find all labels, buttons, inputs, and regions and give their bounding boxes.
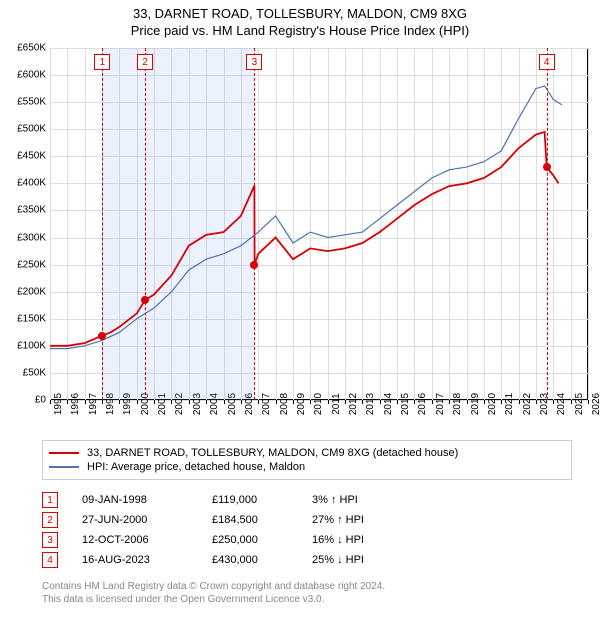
sale-date: 12-OCT-2006 <box>82 534 212 546</box>
x-tick-mark <box>154 400 155 404</box>
event-marker-box: 2 <box>137 54 153 70</box>
x-tick-mark <box>588 400 589 404</box>
x-tick-mark <box>345 400 346 404</box>
y-axis-label: £150K <box>17 313 46 324</box>
chart-lines-svg <box>50 48 588 400</box>
x-tick-mark <box>484 400 485 404</box>
sale-pct: 25% ↓ HPI <box>312 554 412 566</box>
y-axis-label: £600K <box>17 70 46 81</box>
gridline-v <box>588 48 589 400</box>
x-tick-mark <box>276 400 277 404</box>
x-tick-mark <box>519 400 520 404</box>
legend-swatch-property <box>49 452 79 454</box>
sale-point-dot <box>543 163 551 171</box>
x-tick-mark <box>467 400 468 404</box>
y-axis-label: £100K <box>17 340 46 351</box>
legend-label-property: 33, DARNET ROAD, TOLLESBURY, MALDON, CM9… <box>87 447 458 459</box>
x-tick-mark <box>432 400 433 404</box>
legend-box: 33, DARNET ROAD, TOLLESBURY, MALDON, CM9… <box>42 440 572 480</box>
x-tick-mark <box>67 400 68 404</box>
legend-item-hpi: HPI: Average price, detached house, Mald… <box>49 461 565 473</box>
x-tick-mark <box>171 400 172 404</box>
legend-swatch-hpi <box>49 466 79 468</box>
event-marker-box: 1 <box>94 54 110 70</box>
y-axis-label: £300K <box>17 232 46 243</box>
sale-date: 27-JUN-2000 <box>82 514 212 526</box>
sale-pct: 27% ↑ HPI <box>312 514 412 526</box>
x-tick-mark <box>571 400 572 404</box>
y-axis-label: £500K <box>17 124 46 135</box>
x-tick-mark <box>189 400 190 404</box>
x-tick-mark <box>310 400 311 404</box>
y-axis-label: £400K <box>17 178 46 189</box>
sale-row: 4 16-AUG-2023£430,00025% ↓ HPI <box>42 550 412 570</box>
sale-point-dot <box>98 332 106 340</box>
x-tick-mark <box>102 400 103 404</box>
x-tick-mark <box>224 400 225 404</box>
chart-title: 33, DARNET ROAD, TOLLESBURY, MALDON, CM9… <box>0 0 600 38</box>
x-tick-mark <box>501 400 502 404</box>
sale-marker: 3 <box>42 532 58 548</box>
x-tick-mark <box>328 400 329 404</box>
sale-pct: 16% ↓ HPI <box>312 534 412 546</box>
x-axis-label: 2026 <box>591 393 600 415</box>
x-tick-mark <box>397 400 398 404</box>
x-tick-mark <box>119 400 120 404</box>
y-axis-label: £450K <box>17 151 46 162</box>
footer-attribution: Contains HM Land Registry data © Crown c… <box>42 580 385 606</box>
y-axis-label: £550K <box>17 97 46 108</box>
x-tick-mark <box>414 400 415 404</box>
x-tick-mark <box>449 400 450 404</box>
y-axis-label: £50K <box>23 367 46 378</box>
footer-line2: This data is licensed under the Open Gov… <box>42 593 385 606</box>
sale-price: £184,500 <box>212 514 312 526</box>
sale-row: 2 27-JUN-2000£184,50027% ↑ HPI <box>42 510 412 530</box>
sale-date: 09-JAN-1998 <box>82 494 212 506</box>
sale-point-dot <box>250 261 258 269</box>
title-line2: Price paid vs. HM Land Registry's House … <box>0 23 600 38</box>
event-marker-box: 3 <box>246 54 262 70</box>
series-line-hpi <box>50 86 562 349</box>
title-line1: 33, DARNET ROAD, TOLLESBURY, MALDON, CM9… <box>0 6 600 21</box>
sale-marker: 2 <box>42 512 58 528</box>
y-axis-label: £200K <box>17 286 46 297</box>
sale-point-dot <box>141 296 149 304</box>
sale-pct: 3% ↑ HPI <box>312 494 412 506</box>
sale-price: £250,000 <box>212 534 312 546</box>
sale-price: £430,000 <box>212 554 312 566</box>
x-tick-mark <box>85 400 86 404</box>
x-tick-mark <box>50 400 51 404</box>
legend-item-property: 33, DARNET ROAD, TOLLESBURY, MALDON, CM9… <box>49 447 565 459</box>
y-axis-label: £0 <box>35 395 46 406</box>
x-tick-mark <box>553 400 554 404</box>
y-axis-label: £350K <box>17 205 46 216</box>
footer-line1: Contains HM Land Registry data © Crown c… <box>42 580 385 593</box>
x-tick-mark <box>241 400 242 404</box>
x-tick-mark <box>137 400 138 404</box>
y-axis-label: £650K <box>17 43 46 54</box>
x-tick-mark <box>206 400 207 404</box>
sale-row: 1 09-JAN-1998£119,0003% ↑ HPI <box>42 490 412 510</box>
x-tick-mark <box>536 400 537 404</box>
sale-marker: 4 <box>42 552 58 568</box>
x-tick-mark <box>258 400 259 404</box>
sale-marker: 1 <box>42 492 58 508</box>
sale-events-table: 1 09-JAN-1998£119,0003% ↑ HPI 2 27-JUN-2000… <box>42 490 412 570</box>
y-axis-label: £250K <box>17 259 46 270</box>
legend-label-hpi: HPI: Average price, detached house, Mald… <box>87 461 305 473</box>
x-tick-mark <box>362 400 363 404</box>
sale-date: 16-AUG-2023 <box>82 554 212 566</box>
sale-price: £119,000 <box>212 494 312 506</box>
chart-plot-area: 1 2 3 4 <box>50 48 588 400</box>
x-tick-mark <box>380 400 381 404</box>
sale-row: 3 12-OCT-2006£250,00016% ↓ HPI <box>42 530 412 550</box>
event-marker-box: 4 <box>539 54 555 70</box>
series-line-property <box>50 132 559 346</box>
x-tick-mark <box>293 400 294 404</box>
